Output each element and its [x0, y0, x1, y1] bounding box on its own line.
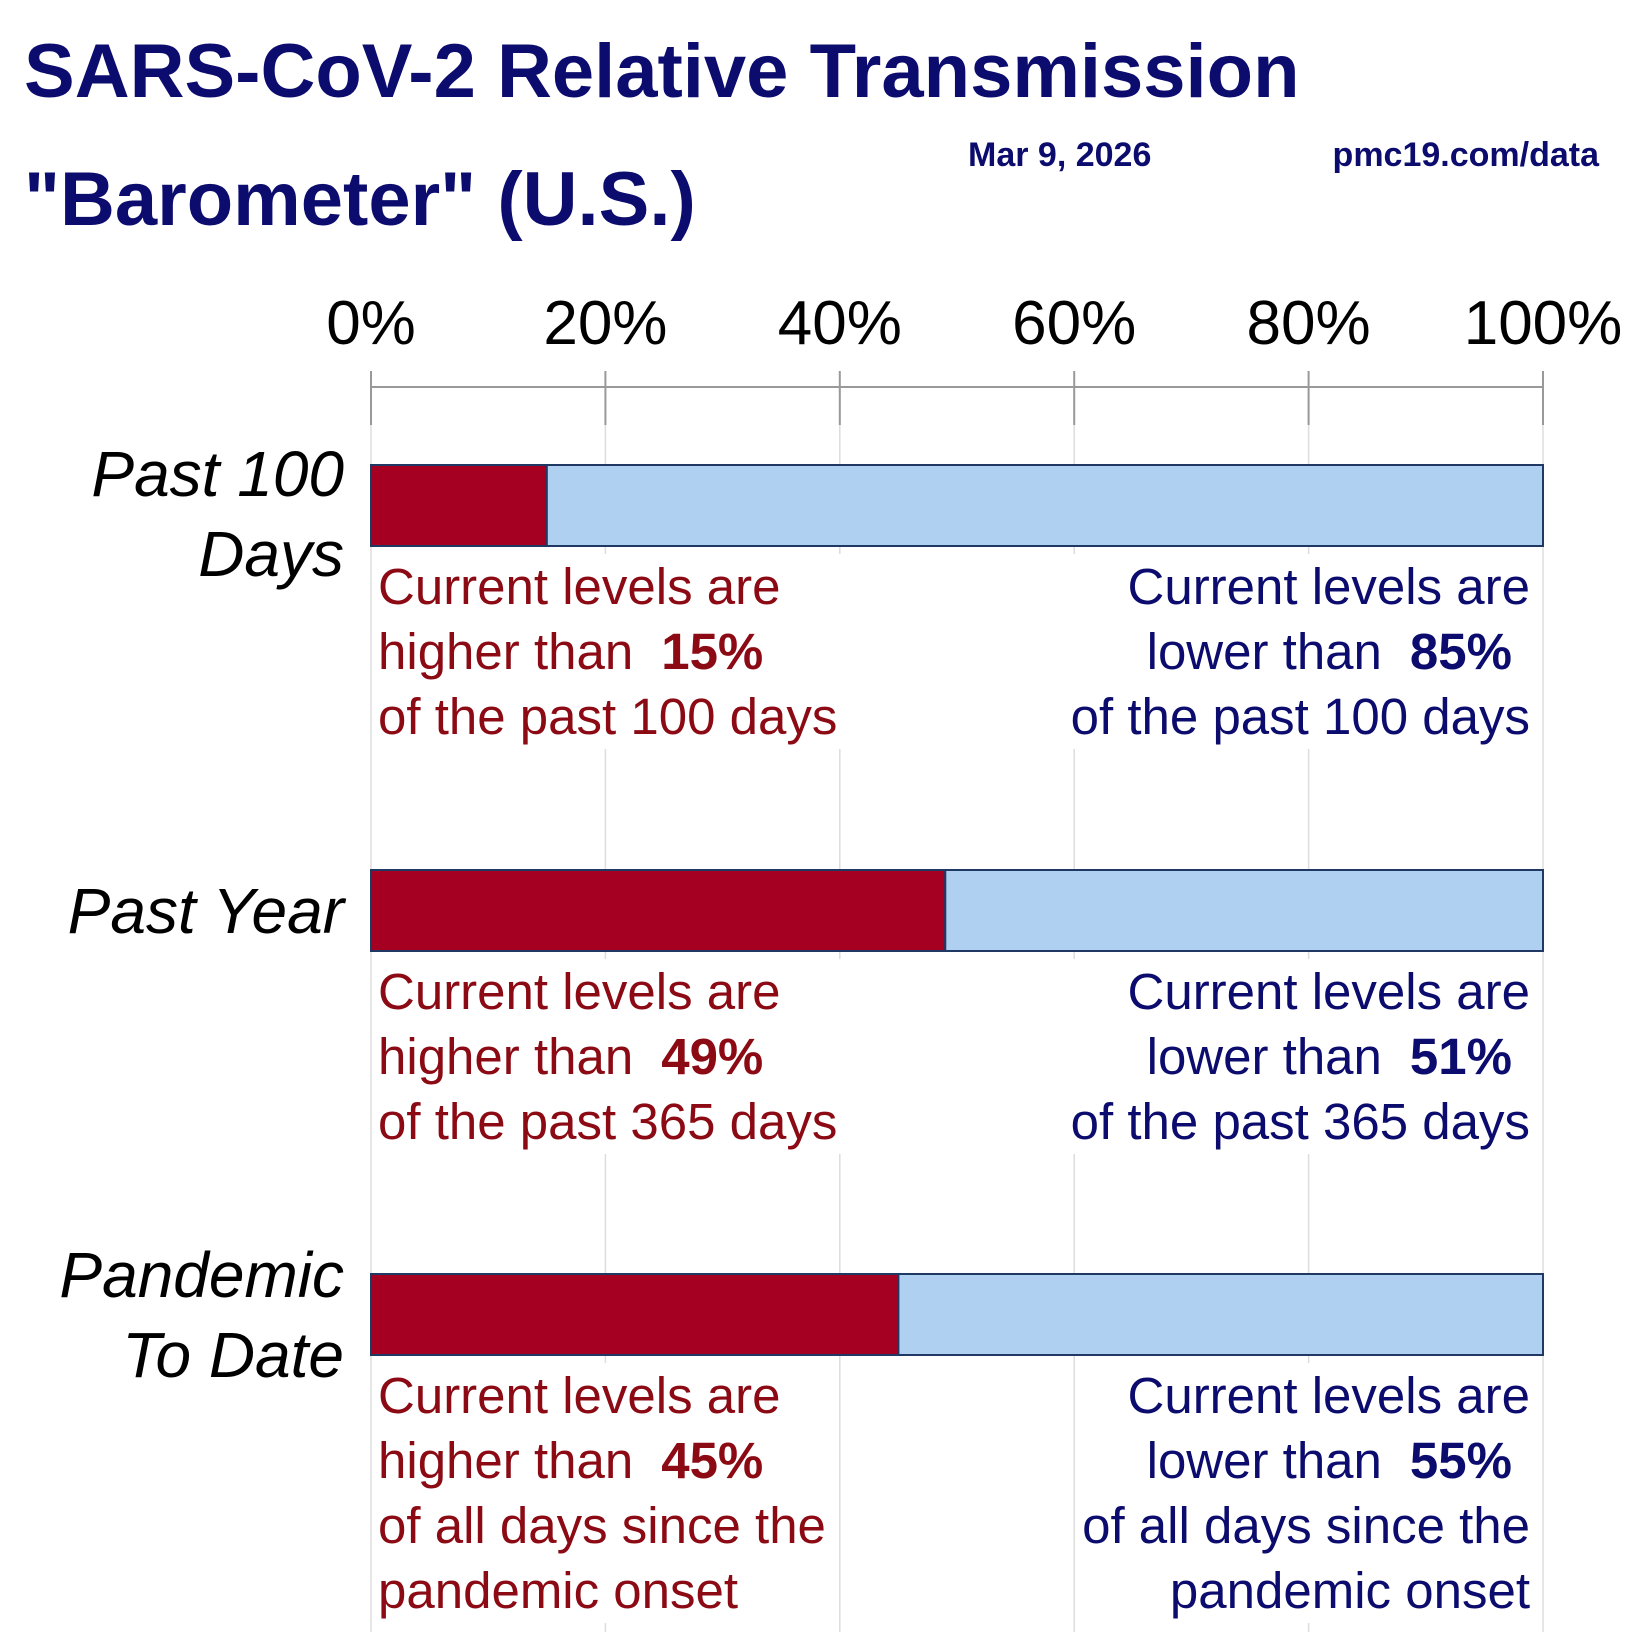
y-tick-label: Past 100 Days — [91, 437, 344, 590]
annotation-line: Current levels are — [1071, 959, 1531, 1024]
annotation-line: of all days since the — [1082, 1493, 1530, 1558]
annotation-text: Current levels are — [378, 558, 781, 615]
annotation: Current levels are higher than 15% of the p… — [374, 554, 842, 749]
annotation-text: of all days since the — [378, 1497, 826, 1554]
value-label: 15% — [661, 623, 764, 680]
bar-segment — [545, 464, 1544, 547]
bar-segment — [370, 869, 947, 952]
annotation-line: of the past 100 days — [378, 684, 837, 749]
value-label: 85% — [1409, 623, 1512, 680]
x-tick-label: 60% — [1012, 289, 1137, 358]
annotation-text: higher than — [378, 623, 634, 680]
annotation-line: pandemic onset — [1082, 1558, 1530, 1623]
annotation-line: lower than 85% — [1071, 619, 1530, 684]
annotation-text: higher than — [378, 1028, 634, 1085]
annotation: Current levels are higher than 45% of all d… — [374, 1363, 830, 1623]
annotation: Current levels are lower than 55% of all da… — [1078, 1363, 1534, 1623]
annotation-line: higher than 15% — [378, 619, 837, 684]
annotation-line: Current levels are — [1082, 1363, 1531, 1428]
annotation-text: of the past 100 days — [1070, 688, 1530, 745]
annotation-text: Current levels are — [1127, 1367, 1531, 1424]
annotation-text: of all days since the — [1082, 1497, 1530, 1554]
chart-title: SARS-CoV-2 Relative Transmission "Barome… — [24, 29, 1300, 242]
annotation-line: lower than 51% — [1071, 1024, 1530, 1089]
annotation-line: of the past 365 days — [1071, 1089, 1530, 1154]
value-label: 51% — [1409, 1028, 1512, 1085]
annotation-text: Current levels are — [378, 963, 781, 1020]
value-label: 49% — [661, 1028, 764, 1085]
annotation-text: of the past 365 days — [378, 1093, 838, 1150]
bar-segment — [944, 869, 1544, 952]
source: pmc19.com/data — [1332, 136, 1599, 174]
annotation-line: Current levels are — [378, 1363, 826, 1428]
date: Mar 9, 2026 — [968, 136, 1152, 174]
annotation-line: Current levels are — [378, 554, 837, 619]
annotation-text: lower than — [1146, 1432, 1382, 1489]
annotation-line: of the past 365 days — [378, 1089, 837, 1154]
annotation: Current levels are higher than 49% of the p… — [374, 959, 842, 1154]
x-tick-label: 100% — [1463, 289, 1623, 358]
annotation-text: of the past 100 days — [378, 688, 838, 745]
x-tick-label: 80% — [1246, 289, 1371, 358]
value-label: 45% — [661, 1432, 764, 1489]
annotation-text: lower than — [1146, 623, 1382, 680]
annotation-text: Current levels are — [1127, 558, 1531, 615]
annotation-text: pandemic onset — [1169, 1562, 1530, 1619]
annotation-text: of the past 365 days — [1070, 1093, 1530, 1150]
bar-segment — [897, 1273, 1544, 1356]
x-tick-label: 40% — [777, 289, 902, 358]
value-label: 55% — [1409, 1432, 1512, 1489]
annotation-line: Current levels are — [378, 959, 837, 1024]
bar-segment — [370, 1273, 900, 1356]
annotation-line: Current levels are — [1071, 554, 1531, 619]
x-tick-label: 0% — [326, 289, 416, 358]
annotation-text: Current levels are — [378, 1367, 781, 1424]
annotation-text: pandemic onset — [378, 1562, 739, 1619]
bar-segment — [370, 464, 548, 547]
annotation-line: of all days since the — [378, 1493, 826, 1558]
x-tick-label: 20% — [543, 289, 668, 358]
annotation: Current levels are lower than 51% of the pa… — [1066, 959, 1534, 1154]
y-tick-label: Past Year — [67, 874, 344, 947]
annotation-text: lower than — [1146, 1028, 1382, 1085]
annotation-line: pandemic onset — [378, 1558, 826, 1623]
y-tick-label: Pandemic To Date — [59, 1238, 344, 1391]
annotation-line: lower than 55% — [1082, 1428, 1530, 1493]
annotation-text: Current levels are — [1127, 963, 1531, 1020]
annotation-line: higher than 49% — [378, 1024, 837, 1089]
annotation-line: of the past 100 days — [1071, 684, 1530, 749]
annotation-line: higher than 45% — [378, 1428, 826, 1493]
annotation: Current levels are lower than 85% of the pa… — [1066, 554, 1534, 749]
annotation-text: higher than — [378, 1432, 634, 1489]
